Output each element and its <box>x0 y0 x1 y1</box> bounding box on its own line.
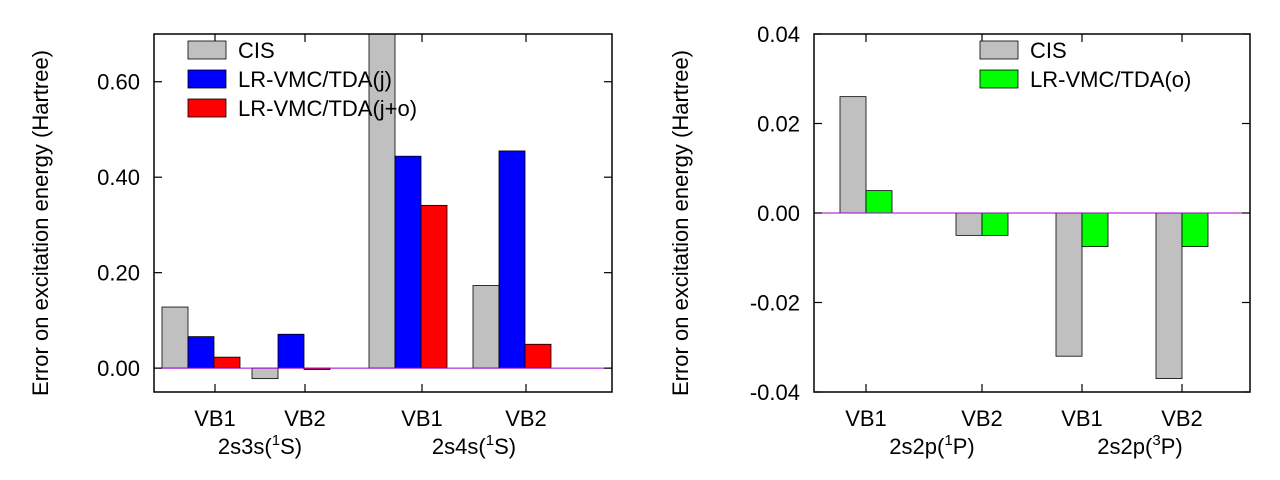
chart1-category-label-1: VB2 <box>284 406 326 431</box>
chart1-group-label-0: 2s3s(1S) <box>218 432 302 459</box>
chart1-bar-lr-vmc-tda-j-o--0 <box>213 356 241 369</box>
chart1-legend-swatch-0 <box>187 40 227 60</box>
chart2-category-label-2: VB1 <box>1061 406 1103 431</box>
chart2-group-label-1-main: 2s2p( <box>1097 434 1153 459</box>
chart2-bar-lr-vmc-tda-o--3 <box>1181 212 1209 247</box>
chart1-ytick-label-3: 0.60 <box>97 70 140 95</box>
chart2-group-label-1-sup: 3 <box>1152 432 1160 449</box>
chart2-group-label-0-tail: P) <box>953 434 975 459</box>
chart1-category-label-2: VB1 <box>401 406 443 431</box>
chart1-legend-swatch-1 <box>187 69 227 89</box>
chart2-bar-cis-3 <box>1155 212 1183 379</box>
chart2-ytick-label-2: 0.00 <box>757 201 800 226</box>
chart2-group-label-1-tail: P) <box>1161 434 1183 459</box>
chart2-bar-lr-vmc-tda-o--0 <box>865 190 893 214</box>
chart1-bar-cis-2 <box>368 34 396 369</box>
chart2-group-label-0: 2s2p(1P) <box>889 432 974 459</box>
chart1-group-label-0-main: 2s3s( <box>218 434 272 459</box>
chart2-group-label-1: 2s2p(3P) <box>1097 432 1182 459</box>
chart1-bar-lr-vmc-tda-j--2 <box>394 155 422 369</box>
chart2-bar-cis-2 <box>1055 212 1083 357</box>
chart1-group-label-1-sup: 1 <box>486 432 494 449</box>
chart2-bars <box>839 96 1209 379</box>
chart2-bar-lr-vmc-tda-o--2 <box>1081 212 1109 247</box>
chart1-legend-swatch-2 <box>187 98 227 118</box>
chart2-legend-label-1: LR-VMC/TDA(o) <box>1030 67 1191 92</box>
chart2-legend-swatch-0 <box>979 40 1019 60</box>
chart1-bar-cis-0 <box>161 306 189 369</box>
chart2-ytick-label-0: -0.04 <box>750 380 800 405</box>
chart2-ytick-label-1: -0.02 <box>750 291 800 316</box>
chart2-bar-cis-1 <box>955 212 983 236</box>
chart1-group-label-1-tail: S) <box>494 434 516 459</box>
chart1-group-label-0-sup: 1 <box>272 432 280 449</box>
chart1-group-label-1-main: 2s4s( <box>432 434 486 459</box>
chart2-y-axis-label: Error on excitation energy (Hartree) <box>668 50 693 396</box>
chart1-bar-lr-vmc-tda-j--1 <box>277 333 305 369</box>
chart2-category-label-3: VB2 <box>1161 406 1203 431</box>
chart1-y-axis-label: Error on excitation energy (Hartree) <box>28 50 53 396</box>
chart1-ytick-label-2: 0.40 <box>97 165 140 190</box>
chart2-group-label-0-sup: 1 <box>944 432 952 449</box>
chart1-bar-lr-vmc-tda-j-o--2 <box>420 204 448 369</box>
chart2-legend-swatch-1 <box>979 69 1019 89</box>
chart2-ytick-label-4: 0.04 <box>757 22 800 47</box>
chart2-category-label-0: VB1 <box>845 406 887 431</box>
chart1-bar-cis-1 <box>251 367 279 380</box>
chart1-group-label-1: 2s4s(1S) <box>432 432 516 459</box>
chart2-group-label-0-main: 2s2p( <box>889 434 945 459</box>
chart2-category-label-1: VB2 <box>961 406 1003 431</box>
chart1-ytick-label-1: 0.20 <box>97 261 140 286</box>
chart1-category-label-0: VB1 <box>194 406 236 431</box>
chart1-bar-lr-vmc-tda-j-o--3 <box>524 343 552 369</box>
chart1-legend-label-2: LR-VMC/TDA(j+o) <box>238 96 417 121</box>
chart2-ytick-label-3: 0.02 <box>757 112 800 137</box>
chart1-legend-label-1: LR-VMC/TDA(j) <box>238 67 392 92</box>
chart1-ytick-label-0: 0.00 <box>97 356 140 381</box>
chart1-group-label-0-tail: S) <box>280 434 302 459</box>
chart2-bar-cis-0 <box>839 96 867 214</box>
chart1-bar-lr-vmc-tda-j--0 <box>187 336 215 369</box>
chart1-bar-lr-vmc-tda-j--3 <box>498 150 526 369</box>
chart1-category-label-3: VB2 <box>505 406 547 431</box>
chart1-frame <box>153 33 613 393</box>
chart2-bar-lr-vmc-tda-o--1 <box>981 212 1009 236</box>
chart2-legend-label-0: CIS <box>1030 38 1067 63</box>
chart1-bar-cis-3 <box>472 285 500 369</box>
chart1-legend-label-0: CIS <box>238 38 275 63</box>
